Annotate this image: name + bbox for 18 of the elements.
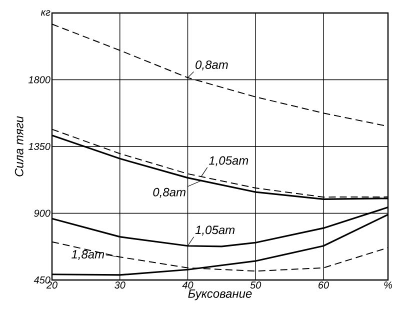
x-tick-label: %	[384, 282, 392, 289]
y-tick-label: 450	[34, 276, 50, 284]
annotation: 0,8ат	[196, 60, 228, 70]
y-axis-title: Сила тяги	[14, 116, 24, 176]
y-tick-label: 1350	[28, 142, 50, 150]
x-axis-title: Буксование	[188, 289, 252, 300]
x-tick-label: 50	[250, 282, 262, 289]
y-tick-label: кг	[40, 10, 50, 16]
x-tick-label: 60	[318, 282, 329, 289]
x-tick-label: 30	[114, 282, 126, 289]
y-tick-label: 900	[34, 210, 50, 217]
y-tick-label: 1800	[28, 76, 50, 84]
annotation: 0,8ат	[153, 188, 186, 198]
annotation: 1,8ат	[72, 250, 104, 260]
x-tick-label: 20	[46, 282, 58, 289]
x-tick-label: 40	[182, 282, 194, 289]
annotation: 1,05ат	[195, 226, 235, 236]
annotation: 1,05ат	[208, 156, 248, 166]
